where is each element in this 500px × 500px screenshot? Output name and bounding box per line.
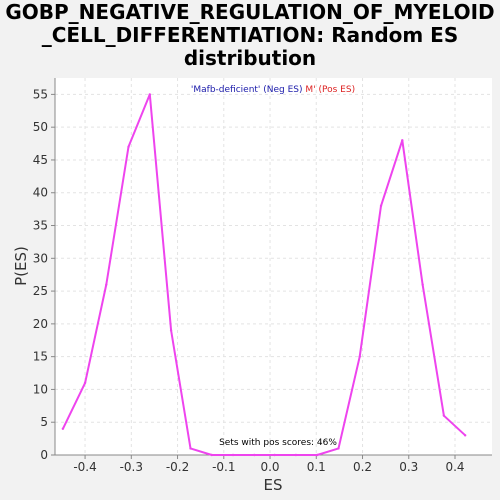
x-tick-label: -0.4 (73, 460, 96, 474)
data-point (421, 283, 424, 286)
x-axis-title: ES (264, 476, 283, 494)
y-tick-label: 10 (33, 382, 48, 396)
y-axis-title: P(ES) (12, 246, 30, 286)
y-tick-label: 25 (33, 284, 48, 298)
data-point (127, 145, 130, 149)
series-group (61, 93, 467, 457)
chart-title: GOBP_NEGATIVE_REGULATION_OF_MYELOID _CEL… (0, 1, 500, 70)
y-tick-label: 45 (33, 153, 48, 167)
data-point (231, 453, 235, 457)
x-tick-label: -0.2 (166, 460, 189, 474)
plot-area (55, 78, 492, 455)
data-point (148, 93, 151, 96)
data-point (189, 447, 192, 450)
legend: 'Mafb-deficient' (Neg ES) M' (Pos ES) (191, 85, 355, 95)
legend-neg: 'Mafb-deficient' (Neg ES) (191, 85, 303, 95)
y-tick-label: 30 (33, 251, 48, 265)
x-tick-label: -0.1 (212, 460, 235, 474)
es-distribution-line (61, 93, 466, 456)
data-point (253, 453, 256, 457)
data-point (337, 447, 340, 450)
data-point (316, 453, 319, 457)
y-tick-label: 40 (33, 186, 48, 200)
data-point (61, 427, 65, 430)
data-point (379, 204, 383, 208)
data-point (401, 139, 404, 142)
chart-title-line-1: GOBP_NEGATIVE_REGULATION_OF_MYELOID (5, 0, 495, 24)
y-tick-label: 20 (33, 317, 48, 331)
x-tick-label: 0.3 (399, 460, 418, 474)
x-tick-label: 0.1 (307, 460, 326, 474)
x-tick-label: 0.0 (260, 460, 279, 474)
x-tick-label: 0.2 (353, 460, 372, 474)
y-ticks: 0 5 10 15 20 25 30 35 40 45 50 55 (33, 87, 55, 462)
y-tick-label: 35 (33, 219, 48, 233)
data-point (210, 453, 213, 457)
y-tick-label: 15 (33, 350, 48, 364)
data-point (105, 283, 108, 286)
x-tick-label: -0.3 (120, 460, 143, 474)
data-point (294, 453, 298, 457)
chart-title-line-2: _CELL_DIFFERENTIATION: Random ES (41, 23, 459, 47)
data-point (83, 381, 87, 385)
chart-title-line-3: distribution (183, 46, 317, 70)
grid-lines (55, 78, 492, 456)
y-tick-label: 0 (40, 448, 48, 462)
y-tick-label: 55 (33, 87, 48, 101)
data-point (273, 453, 276, 457)
pos-scores-annotation: Sets with pos scores: 46% (219, 438, 337, 448)
data-point (169, 329, 173, 332)
x-ticks: -0.4 -0.3 -0.2 -0.1 0.0 0.1 0.2 0.3 0.4 (73, 455, 465, 474)
data-point (463, 434, 467, 437)
data-point (442, 414, 446, 417)
y-tick-label: 5 (40, 415, 48, 429)
y-tick-label: 50 (33, 120, 48, 134)
x-tick-label: 0.4 (445, 460, 464, 474)
legend-pos: M' (Pos ES) (305, 85, 355, 95)
data-point (358, 355, 361, 358)
